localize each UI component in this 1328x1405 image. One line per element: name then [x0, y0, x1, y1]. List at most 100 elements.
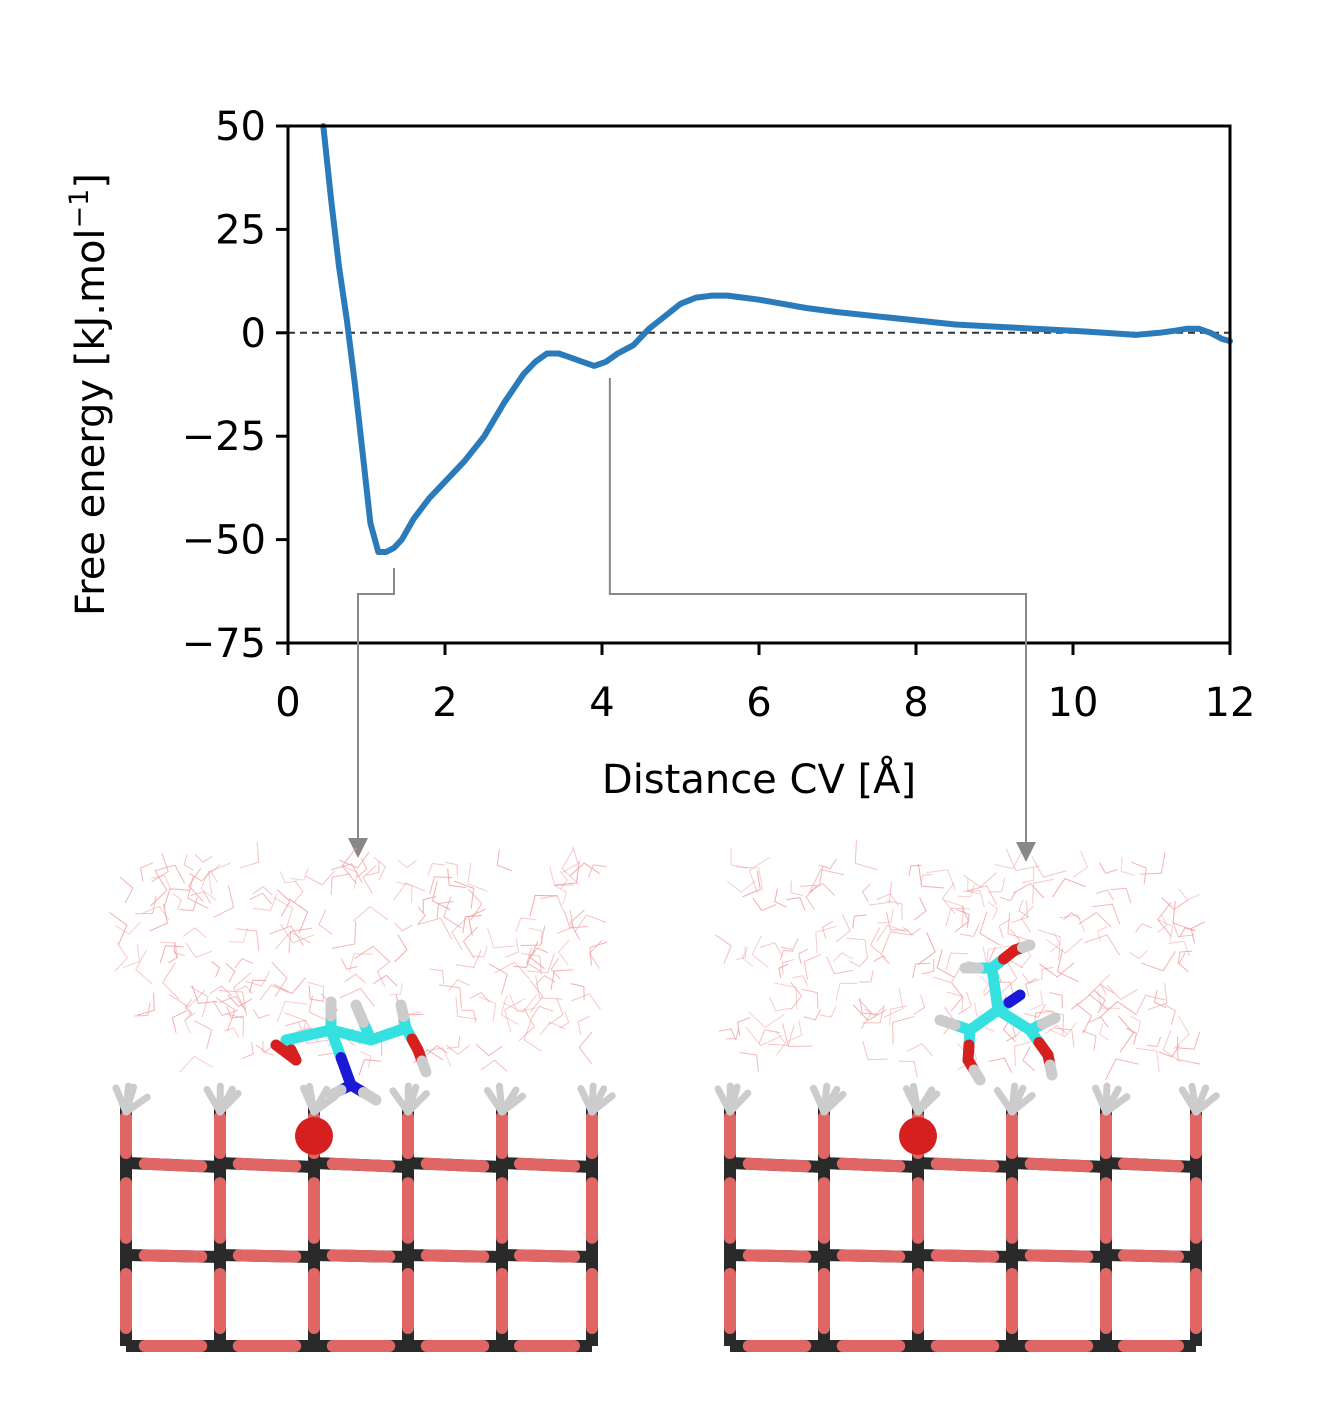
water-molecule	[308, 985, 324, 1002]
water-molecule	[356, 857, 368, 878]
water-molecule	[1059, 914, 1086, 933]
lattice-bond-oxygen	[1118, 1157, 1184, 1173]
water-molecule	[1178, 952, 1189, 973]
water-molecule	[518, 1008, 535, 1042]
water-molecule	[480, 1059, 508, 1072]
water-molecule	[787, 1019, 803, 1042]
water-molecule	[748, 1011, 785, 1028]
water-molecule	[429, 968, 445, 985]
water-molecule	[859, 998, 878, 1015]
water-molecule	[271, 961, 288, 997]
water-molecule	[570, 983, 585, 1000]
water-molecule	[920, 873, 933, 886]
y-tick-label: −75	[182, 621, 266, 667]
lattice-bond-oxygen	[836, 1157, 906, 1173]
water-molecule	[786, 897, 806, 911]
water-molecule	[1130, 861, 1147, 885]
y-axis-label-close: ]	[68, 173, 114, 189]
water-molecule	[1190, 921, 1206, 944]
water-molecule	[188, 870, 213, 882]
water-molecule	[945, 952, 968, 970]
water-molecule	[114, 942, 129, 972]
water-molecule	[1106, 985, 1138, 1001]
water-molecule	[188, 867, 204, 902]
hydroxyl-hydrogen	[404, 1090, 430, 1116]
water-molecule	[800, 865, 824, 887]
water-molecule	[1091, 903, 1121, 925]
water-molecule	[730, 848, 748, 869]
water-molecule	[179, 1055, 214, 1073]
oxide-lattice	[112, 1082, 616, 1352]
water-molecule	[535, 975, 563, 1000]
water-molecule	[207, 862, 231, 896]
y-tick-label: 50	[215, 104, 266, 150]
water-molecule	[1161, 897, 1189, 910]
water-molecule	[422, 896, 437, 913]
water-molecule	[191, 985, 218, 1004]
y-tick-label: −25	[182, 414, 266, 460]
water-molecule	[1049, 992, 1063, 1009]
water-molecule	[143, 905, 170, 921]
water-molecule	[348, 953, 373, 972]
adsorbate-molecule	[270, 996, 432, 1106]
water-molecule	[1044, 1024, 1068, 1035]
water-molecule	[1158, 1045, 1180, 1058]
water-molecule	[1178, 888, 1200, 901]
water-molecule	[1157, 919, 1174, 943]
water-molecule	[225, 1012, 245, 1037]
water-molecule	[1147, 983, 1168, 1011]
water-molecule	[1057, 948, 1080, 983]
x-tick-label: 2	[432, 680, 457, 726]
water-molecule	[967, 878, 981, 895]
water-molecule	[269, 925, 304, 946]
water-molecule	[1096, 989, 1120, 1009]
water-molecule	[159, 945, 184, 964]
water-molecule	[1020, 905, 1034, 934]
water-molecule	[999, 958, 1018, 995]
water-molecule	[917, 931, 936, 966]
water-molecule	[109, 911, 128, 946]
water-molecule	[921, 958, 935, 975]
water-molecule	[185, 942, 212, 958]
water-molecule	[1054, 1027, 1075, 1048]
water-molecule	[1081, 1030, 1097, 1052]
water-molecule	[1029, 991, 1044, 1011]
water-molecule	[870, 927, 887, 959]
water-molecule	[966, 885, 998, 905]
water-molecule	[462, 914, 483, 934]
water-molecule	[1032, 878, 1054, 904]
callout-line-left	[357, 568, 395, 838]
water-molecule	[957, 991, 972, 1015]
water-molecule	[1153, 989, 1167, 1009]
water-molecule	[162, 962, 180, 1000]
water-molecule	[944, 899, 965, 927]
water-molecule	[276, 889, 291, 917]
water-molecule	[422, 1047, 452, 1067]
water-molecule	[926, 869, 956, 891]
water-molecule	[988, 1057, 1013, 1073]
water-molecule	[184, 999, 193, 1016]
water-molecule	[529, 980, 544, 1013]
water-molecule	[767, 1025, 795, 1046]
water-molecule	[1063, 912, 1081, 921]
water-molecule	[245, 970, 271, 987]
arrow-head	[348, 838, 368, 858]
hydroxyl-hydrogen	[820, 1090, 847, 1116]
water-molecule	[236, 985, 254, 995]
water-molecule	[790, 880, 803, 896]
water-molecule	[868, 881, 892, 906]
water-molecule	[276, 1000, 308, 1023]
arrow-head	[1016, 842, 1036, 862]
water-molecule	[539, 1021, 566, 1036]
water-molecule	[1105, 1058, 1139, 1081]
water-molecule	[523, 1020, 542, 1052]
water-molecule	[394, 922, 413, 932]
water-molecule	[742, 870, 761, 898]
lattice-bond-oxygen	[836, 1249, 906, 1263]
x-tick-label: 6	[746, 680, 771, 726]
water-molecule	[358, 1059, 381, 1076]
water-molecule	[1025, 977, 1037, 997]
water-molecule	[173, 941, 185, 957]
water-molecule	[1071, 994, 1109, 1011]
water-molecule	[1129, 950, 1148, 960]
